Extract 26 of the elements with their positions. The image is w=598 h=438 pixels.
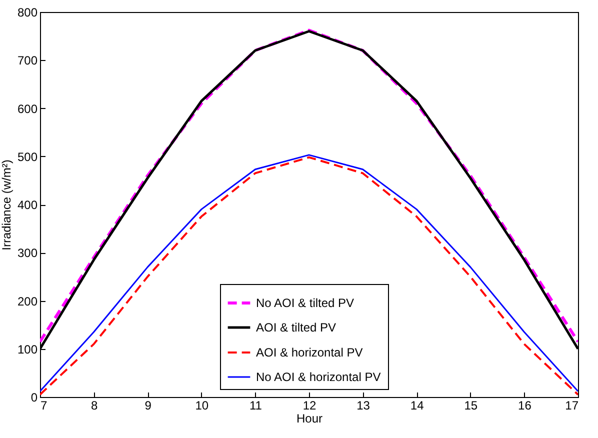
x-tick-label: 9 xyxy=(144,398,152,412)
x-tick-label: 15 xyxy=(464,398,478,412)
y-tick-label: 300 xyxy=(17,246,38,260)
x-axis-title: Hour xyxy=(296,412,323,426)
y-tick-label: 400 xyxy=(17,198,38,212)
y-tick-label: 100 xyxy=(17,342,38,356)
y-axis-title: Irradiance (w/m²) xyxy=(0,160,14,250)
legend-label: AOI & horizontal PV xyxy=(256,346,363,360)
x-tick-label: 8 xyxy=(90,398,98,412)
x-tick-label: 17 xyxy=(565,398,579,412)
x-tick-label: 14 xyxy=(410,398,424,412)
y-tick-label: 500 xyxy=(17,150,38,164)
x-tick-label: 13 xyxy=(356,398,370,412)
x-tick-label: 12 xyxy=(302,398,316,412)
x-tick-label: 16 xyxy=(518,398,532,412)
legend-label: No AOI & horizontal PV xyxy=(256,370,381,384)
legend-label: No AOI & tilted PV xyxy=(256,296,354,310)
y-tick-label: 600 xyxy=(17,102,38,116)
x-tick-label: 7 xyxy=(40,398,48,412)
legend-label: AOI & tilted PV xyxy=(256,320,336,334)
x-tick-label: 10 xyxy=(195,398,209,412)
y-tick-label: 200 xyxy=(17,294,38,308)
x-tick-label: 11 xyxy=(249,398,262,412)
y-tick-label: 800 xyxy=(17,6,38,20)
y-tick-label: 700 xyxy=(17,54,38,68)
y-tick-label: 0 xyxy=(30,390,38,404)
